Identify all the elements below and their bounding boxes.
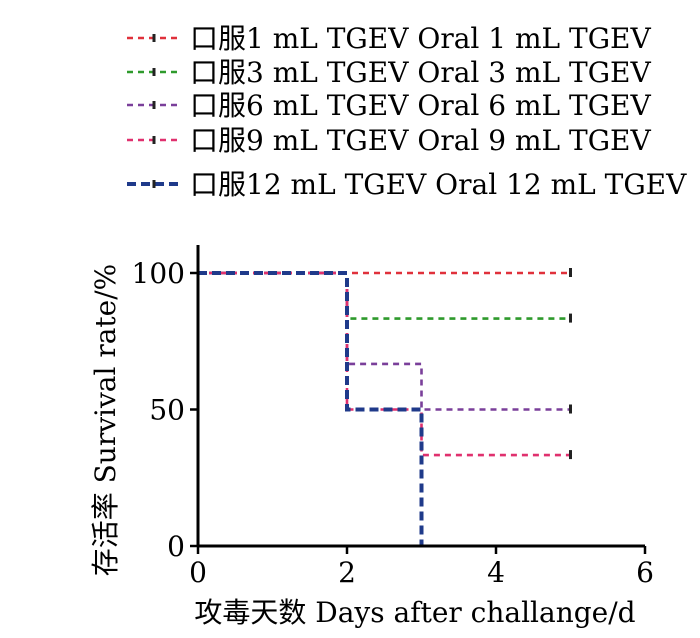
axes: 0 2 4 6 0 50 100 — [132, 245, 654, 589]
y-tick-label: 100 — [132, 257, 185, 290]
y-tick-label: 50 — [149, 394, 185, 427]
x-tick-label: 2 — [338, 556, 356, 589]
legend-label: 口服9 mL TGEV Oral 9 mL TGEV — [190, 124, 651, 157]
legend-item: 口服6 mL TGEV Oral 6 mL TGEV — [127, 89, 651, 122]
legend-item: 口服12 mL TGEV Oral 12 mL TGEV — [127, 168, 687, 201]
legend-item: 口服3 mL TGEV Oral 3 mL TGEV — [127, 56, 651, 89]
x-tick-label: 4 — [487, 556, 505, 589]
series-layer — [198, 268, 572, 546]
survival-line-series-5 — [198, 271, 424, 546]
legend-item: 口服1 mL TGEV Oral 1 mL TGEV — [127, 22, 651, 55]
x-tick-label: 0 — [189, 556, 207, 589]
x-axis-title: 攻毒天数 Days after challange/d — [194, 596, 635, 629]
legend-label: 口服1 mL TGEV Oral 1 mL TGEV — [190, 22, 651, 55]
survival-line-series-2 — [198, 271, 571, 320]
survival-line-series-3 — [198, 271, 571, 411]
y-axis-title: 存活率 Survival rate/% — [89, 264, 122, 577]
legend-label: 口服3 mL TGEV Oral 3 mL TGEV — [190, 56, 651, 89]
y-tick-label: 0 — [167, 530, 185, 563]
legend-label: 口服12 mL TGEV Oral 12 mL TGEV — [190, 168, 687, 201]
x-tick-label: 6 — [636, 556, 654, 589]
legend-item: 口服9 mL TGEV Oral 9 mL TGEV — [127, 124, 651, 157]
legend-label: 口服6 mL TGEV Oral 6 mL TGEV — [190, 89, 651, 122]
